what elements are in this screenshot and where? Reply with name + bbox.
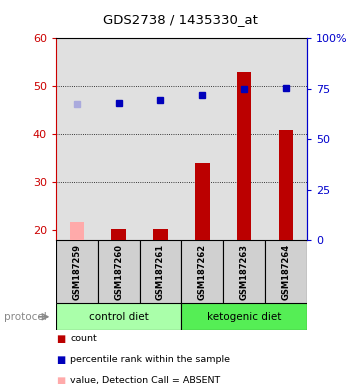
Text: ■: ■ bbox=[56, 376, 65, 384]
Text: GSM187263: GSM187263 bbox=[240, 244, 249, 300]
Bar bbox=[265, 240, 307, 303]
Text: GSM187264: GSM187264 bbox=[282, 243, 291, 300]
Bar bbox=[237, 72, 252, 240]
Bar bbox=[98, 240, 140, 303]
Bar bbox=[181, 240, 223, 303]
Text: ketogenic diet: ketogenic diet bbox=[207, 312, 281, 322]
Bar bbox=[223, 240, 265, 303]
Text: count: count bbox=[70, 334, 97, 343]
Text: control diet: control diet bbox=[89, 312, 149, 322]
Text: ■: ■ bbox=[56, 355, 65, 365]
Text: percentile rank within the sample: percentile rank within the sample bbox=[70, 355, 230, 364]
Bar bbox=[56, 240, 98, 303]
Bar bbox=[56, 303, 181, 330]
Text: ■: ■ bbox=[56, 334, 65, 344]
Bar bbox=[140, 240, 181, 303]
Bar bbox=[70, 222, 84, 240]
Text: protocol: protocol bbox=[4, 312, 46, 322]
Bar bbox=[153, 230, 168, 240]
Text: GSM187260: GSM187260 bbox=[114, 244, 123, 300]
Text: value, Detection Call = ABSENT: value, Detection Call = ABSENT bbox=[70, 376, 221, 384]
Bar bbox=[279, 129, 293, 240]
Text: GDS2738 / 1435330_at: GDS2738 / 1435330_at bbox=[103, 13, 258, 26]
Bar bbox=[111, 230, 126, 240]
Text: GSM187261: GSM187261 bbox=[156, 243, 165, 300]
Text: GSM187262: GSM187262 bbox=[198, 243, 207, 300]
Bar bbox=[181, 303, 307, 330]
Text: GSM187259: GSM187259 bbox=[72, 244, 81, 300]
Bar bbox=[195, 163, 210, 240]
